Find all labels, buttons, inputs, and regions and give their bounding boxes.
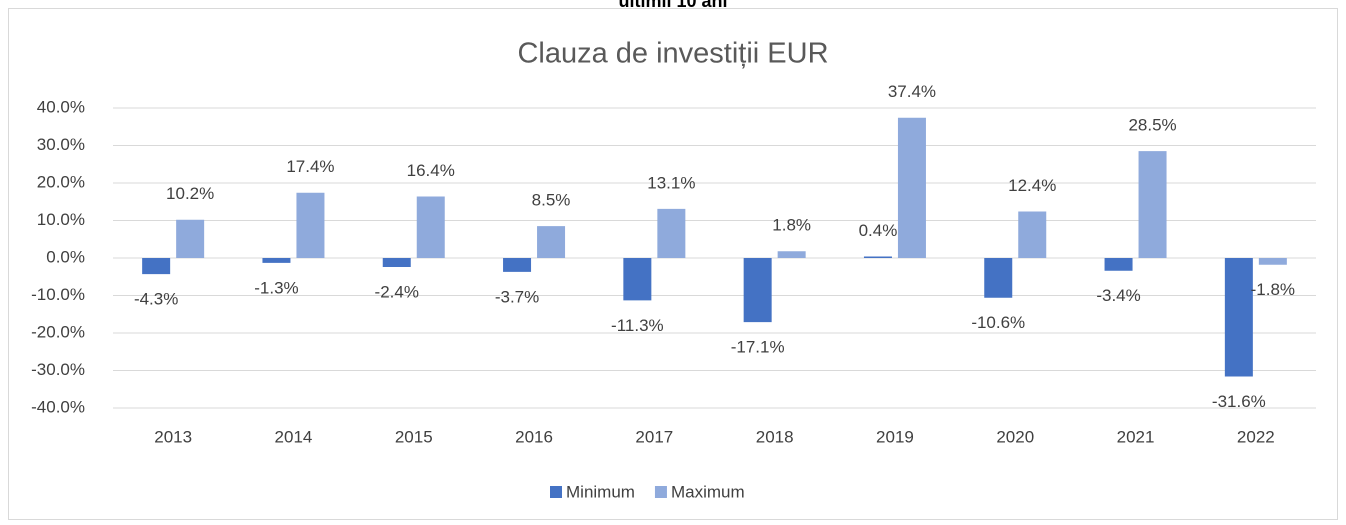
legend-label: Maximum [671, 482, 745, 501]
bar [1138, 151, 1167, 258]
bar [416, 196, 445, 258]
data-label: -10.6% [971, 313, 1025, 332]
data-label: -4.3% [134, 290, 178, 309]
bar [984, 258, 1013, 298]
y-tick-label: 20.0% [37, 172, 85, 191]
bar [1104, 258, 1133, 271]
data-label: 17.4% [286, 157, 334, 176]
bar [537, 226, 566, 258]
x-tick-label: 2015 [395, 427, 433, 446]
x-tick-label: 2017 [635, 427, 673, 446]
data-label: -1.3% [254, 278, 298, 297]
bar [382, 258, 411, 267]
x-tick-label: 2013 [154, 427, 192, 446]
x-tick-label: 2018 [756, 427, 794, 446]
y-tick-label: 0.0% [46, 247, 85, 266]
data-label: 28.5% [1128, 116, 1176, 135]
bar [743, 258, 772, 323]
data-label: -3.7% [495, 287, 539, 306]
data-label: 37.4% [888, 82, 936, 101]
data-label: 10.2% [166, 184, 214, 203]
bar [863, 256, 892, 258]
data-label: 16.4% [407, 161, 455, 180]
x-tick-label: 2016 [515, 427, 553, 446]
bar [142, 258, 171, 275]
x-tick-label: 2020 [996, 427, 1034, 446]
bar [657, 208, 686, 258]
bar [503, 258, 532, 272]
data-label: -11.3% [611, 316, 664, 335]
data-label: 12.4% [1008, 176, 1056, 195]
x-tick-label: 2014 [275, 427, 313, 446]
bar [296, 192, 325, 258]
y-tick-label: 30.0% [37, 135, 85, 154]
data-label: 8.5% [532, 191, 571, 210]
bar [897, 117, 926, 258]
y-tick-label: 10.0% [37, 210, 85, 229]
bar [1224, 258, 1253, 377]
y-tick-label: -30.0% [31, 360, 85, 379]
legend-swatch [654, 486, 667, 498]
data-label: -31.6% [1212, 392, 1266, 411]
y-tick-label: -20.0% [31, 322, 85, 341]
x-tick-label: 2021 [1117, 427, 1155, 446]
data-label: -2.4% [375, 282, 419, 301]
bar [176, 219, 205, 258]
x-tick-label: 2022 [1237, 427, 1275, 446]
heading: ultimii 10 ani [618, 0, 727, 11]
y-tick-label: 40.0% [37, 97, 85, 116]
data-label: 1.8% [772, 216, 811, 235]
bar [1258, 258, 1287, 265]
data-label: -17.1% [731, 338, 785, 357]
legend-swatch [550, 486, 562, 498]
bar [777, 251, 806, 258]
y-tick-label: -40.0% [31, 397, 85, 416]
data-label: -3.4% [1096, 286, 1140, 305]
chart-title: Clauza de investiții EUR [517, 38, 828, 70]
legend-label: Minimum [566, 482, 635, 501]
data-label: -1.8% [1251, 280, 1295, 299]
bar [262, 258, 291, 263]
data-label: 13.1% [647, 173, 695, 192]
x-tick-label: 2019 [876, 427, 914, 446]
y-tick-label: -10.0% [31, 285, 85, 304]
data-label: 0.4% [859, 221, 898, 240]
bar [623, 258, 652, 301]
bar [1018, 211, 1047, 258]
